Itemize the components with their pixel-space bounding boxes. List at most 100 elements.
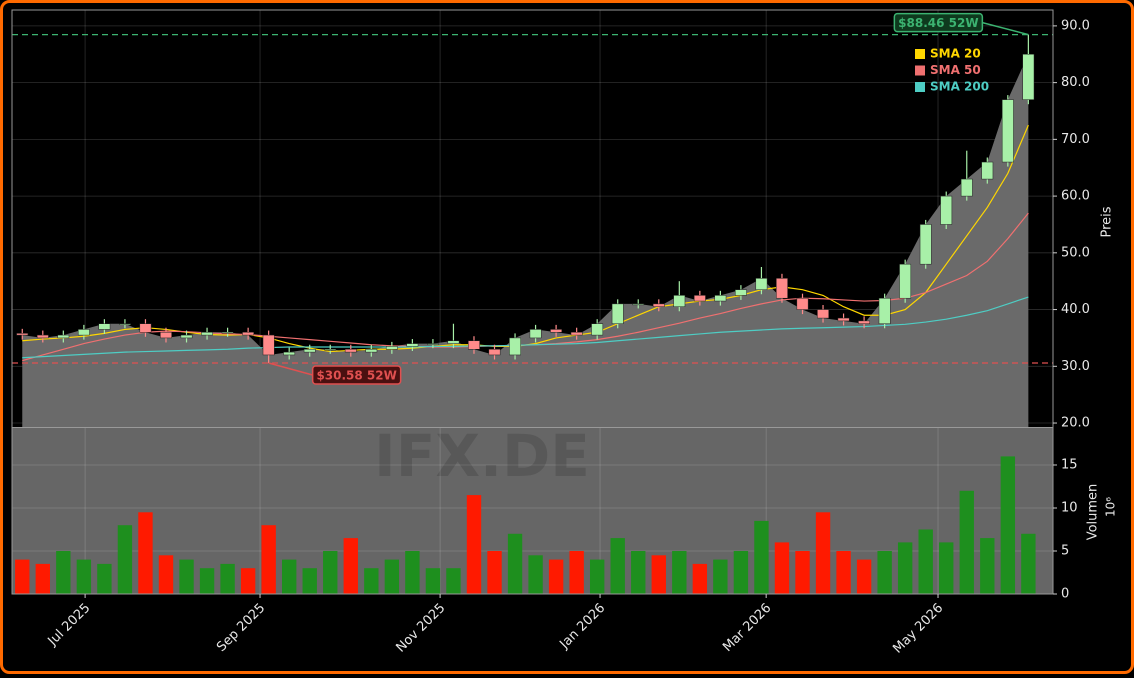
candle-body (735, 289, 747, 296)
candle-body (529, 329, 542, 339)
legend-label: SMA 20 (930, 47, 981, 61)
volume-bar (302, 568, 317, 594)
candle-body (36, 334, 49, 339)
candle-body (899, 263, 912, 299)
volume-bar (158, 555, 174, 594)
volume-bar (713, 559, 728, 594)
volume-bar (507, 533, 523, 594)
candle-body (221, 332, 234, 334)
volume-bar (631, 550, 646, 594)
y-tick-label: 40.0 (1061, 302, 1090, 317)
volume-bar (384, 559, 400, 594)
candle-body (139, 323, 152, 333)
volume-bar (35, 563, 50, 594)
candle-body (817, 309, 829, 319)
volume-bar (939, 542, 954, 594)
volume-bar (610, 538, 625, 594)
volume-bar (836, 550, 851, 594)
volume-bar (692, 563, 708, 594)
candle-body (344, 349, 357, 353)
volume-bar (76, 559, 92, 594)
candle-body (468, 340, 480, 350)
price-axis-label: Preis (1100, 206, 1115, 237)
candle-body (201, 332, 213, 336)
candle-body (77, 329, 90, 336)
candle-body (714, 295, 727, 302)
candle-body (509, 337, 521, 356)
legend-label: SMA 200 (930, 80, 989, 94)
volume-bar (774, 542, 790, 594)
legend-swatch (915, 82, 925, 92)
y-tick-label: 5 (1061, 543, 1069, 558)
candle-body (570, 332, 583, 336)
candle-body (160, 332, 172, 339)
price-area (22, 54, 1029, 428)
annotation-arrow (982, 21, 1029, 36)
volume-scale-label: 10⁶ (1104, 497, 1118, 517)
volume-bar (1000, 456, 1016, 594)
volume-bar (240, 568, 256, 594)
candle-body (262, 334, 275, 356)
volume-bar (425, 568, 441, 594)
y-tick-label: 60.0 (1061, 189, 1090, 204)
candle-body (981, 161, 994, 180)
y-tick-label: 90.0 (1061, 18, 1090, 33)
candle-body (385, 346, 398, 350)
candle-body (919, 224, 932, 265)
volume-bar (138, 512, 153, 594)
volume-bar (815, 512, 831, 594)
sma-line (22, 296, 1029, 359)
y-tick-label: 70.0 (1061, 132, 1090, 147)
candle-body (16, 333, 29, 336)
volume-bar (97, 563, 112, 594)
annotation-box (893, 12, 984, 33)
candle-body (591, 323, 604, 336)
candle-body (673, 295, 686, 307)
marks: $88.46 52W $30.58 52W (12, 12, 1053, 594)
y-tick-label: 10 (1061, 500, 1078, 515)
volume-bar (15, 559, 30, 594)
candle-body (1022, 54, 1035, 100)
candle-body (611, 303, 624, 324)
candle-body (632, 303, 645, 306)
candle-body (57, 334, 70, 339)
volume-bar (364, 568, 379, 594)
volume-bar (569, 550, 584, 594)
candle-body (858, 320, 870, 324)
legend-swatch (915, 49, 925, 59)
candle-body (776, 278, 788, 299)
candle-body (940, 195, 953, 225)
volume-axis-label: Volumen (1086, 484, 1101, 541)
volume-bar (754, 520, 769, 594)
candle-body (488, 349, 501, 356)
annotation-box (311, 365, 402, 385)
volume-bar (856, 559, 872, 594)
candle-body (1001, 99, 1014, 163)
candle-body (180, 334, 193, 339)
volume-bar (672, 550, 687, 594)
legend-swatch (915, 65, 925, 76)
candle-body (283, 351, 296, 356)
volume-bar (343, 538, 358, 594)
y-tick-label: 20.0 (1061, 416, 1090, 431)
volume-bar (1021, 533, 1036, 594)
volume-bar (261, 525, 276, 594)
volume-bar (651, 555, 666, 594)
candle-body (550, 329, 563, 333)
candle-body (960, 178, 973, 197)
volume-bar (897, 542, 913, 594)
volume-bar (446, 568, 461, 594)
volume-bar (733, 550, 749, 594)
watermark: IFX.DE (374, 422, 590, 490)
axes-border (11, 9, 1054, 595)
y-tick-label: 0 (1061, 587, 1069, 602)
volume-bar (117, 525, 133, 594)
volume-bar (199, 568, 215, 594)
y-tick-label: 80.0 (1061, 75, 1090, 90)
volume-bar (795, 550, 810, 594)
volume-bar (548, 559, 564, 594)
volume-bar (405, 550, 420, 594)
volume-bar (980, 538, 995, 594)
annotation-arrow (268, 362, 313, 376)
